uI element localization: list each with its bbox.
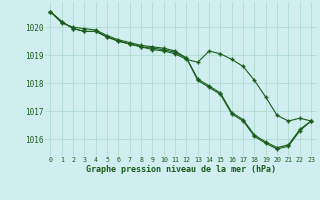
X-axis label: Graphe pression niveau de la mer (hPa): Graphe pression niveau de la mer (hPa) xyxy=(86,165,276,174)
